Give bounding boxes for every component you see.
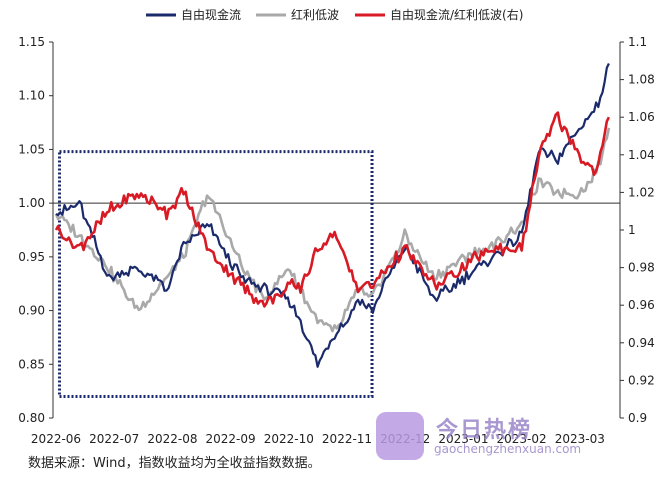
highlight-box <box>57 150 374 399</box>
x-tick-label: 2022-08 <box>147 432 197 445</box>
y-right-tick-label: 0.9 <box>628 411 647 425</box>
y-left-tick-label: 0.85 <box>18 357 45 371</box>
y-left-tick-label: 0.95 <box>18 250 45 264</box>
y-right-tick-label: 1.06 <box>628 110 655 124</box>
x-tick-label: 2022-11 <box>322 432 372 445</box>
x-tick-label: 2022-09 <box>206 432 256 445</box>
y-left-tick-label: 1.00 <box>18 196 45 210</box>
watermark-url: gaochengzhenxuan.com <box>434 442 582 456</box>
line-chart: 自由现金流 红利低波 自由现金流/红利低波(右) 0.80 0.85 0.90 0.9… <box>18 7 654 445</box>
x-tick-label: 2023-03 <box>555 432 605 445</box>
y-right-tick-label: 1.1 <box>628 35 647 49</box>
y-right-tick-label: 0.96 <box>628 298 655 312</box>
y-left-tick-label: 0.90 <box>18 304 45 318</box>
legend: 自由现金流 红利低波 自由现金流/红利低波(右) <box>146 7 523 22</box>
x-tick-label: 2023-01 <box>438 432 488 445</box>
y-right-tick-label: 1 <box>628 223 636 237</box>
y-right-tick-label: 1.08 <box>628 73 655 87</box>
watermark-title: 今日热榜 <box>436 418 533 443</box>
legend-label-div: 红利低波 <box>291 7 339 22</box>
x-tick-label: 2022-10 <box>264 432 314 445</box>
y-left-tick-label: 1.10 <box>18 89 45 103</box>
y-left-tick-label: 1.05 <box>18 142 45 156</box>
legend-label-fcf: 自由现金流 <box>181 7 241 22</box>
plot-area <box>53 63 620 399</box>
y-left-tick-label: 0.80 <box>18 411 45 425</box>
series-line-div <box>54 127 611 333</box>
y-right-tick-label: 0.98 <box>628 261 655 275</box>
legend-label-ratio: 自由现金流/红利低波(右) <box>390 7 523 22</box>
y-right-tick-label: 0.94 <box>628 336 655 350</box>
x-tick-label: 2023-02 <box>497 432 547 445</box>
y-left-tick-label: 1.15 <box>18 35 45 49</box>
source-note: 数据来源：Wind，指数收益均为全收益指数数据。 <box>28 456 321 471</box>
y-right-tick-label: 1.04 <box>628 148 655 162</box>
axes: 0.80 0.85 0.90 0.95 1.00 1.05 1.10 1.15 0.9 0.92 0… <box>18 35 654 445</box>
x-tick-label: 2022-07 <box>89 432 139 445</box>
y-right-tick-label: 0.92 <box>628 373 655 387</box>
x-tick-label: 2022-06 <box>31 432 81 445</box>
y-right-tick-label: 1.02 <box>628 185 655 199</box>
series-line-fcf <box>55 63 610 368</box>
watermark-logo-icon <box>376 412 424 460</box>
series-line-ratio <box>54 111 611 308</box>
watermark: 今日热榜 gaochengzhenxuan.com <box>376 412 626 460</box>
